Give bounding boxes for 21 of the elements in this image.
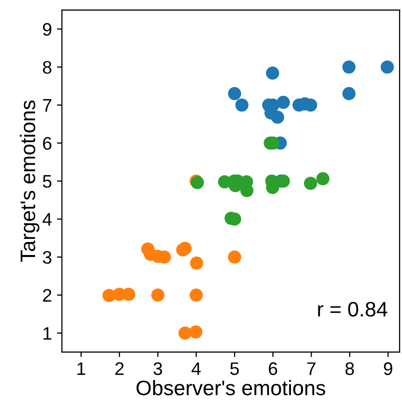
annotation: r = 0.84 (318, 302, 388, 317)
y-tick-label: 7 (43, 99, 52, 112)
x-tick-label: 7 (307, 362, 316, 375)
x-tick-label: 2 (115, 362, 124, 375)
x-tick-label: 1 (77, 362, 86, 375)
y-tick-label: 1 (44, 327, 52, 340)
x-tick-label: 5 (230, 362, 239, 376)
x-tick-label: 6 (268, 362, 278, 376)
x-tick-label: 9 (384, 362, 392, 376)
y-tick-label: 6 (43, 136, 52, 150)
y-tick-label: 8 (42, 60, 52, 74)
x-tick-label: 3 (154, 362, 162, 376)
x-axis-title: Observer's emotions (136, 380, 326, 396)
y-tick-label: 3 (42, 251, 52, 264)
y-axis-title: Target's emotions (20, 100, 40, 262)
y-tick-label: 9 (42, 22, 52, 36)
x-tick-label: 8 (345, 362, 354, 376)
x-tick-label: 4 (192, 362, 201, 375)
y-tick-label: 2 (43, 289, 52, 302)
y-tick-label: 4 (42, 213, 52, 226)
y-tick-label: 5 (42, 175, 52, 188)
